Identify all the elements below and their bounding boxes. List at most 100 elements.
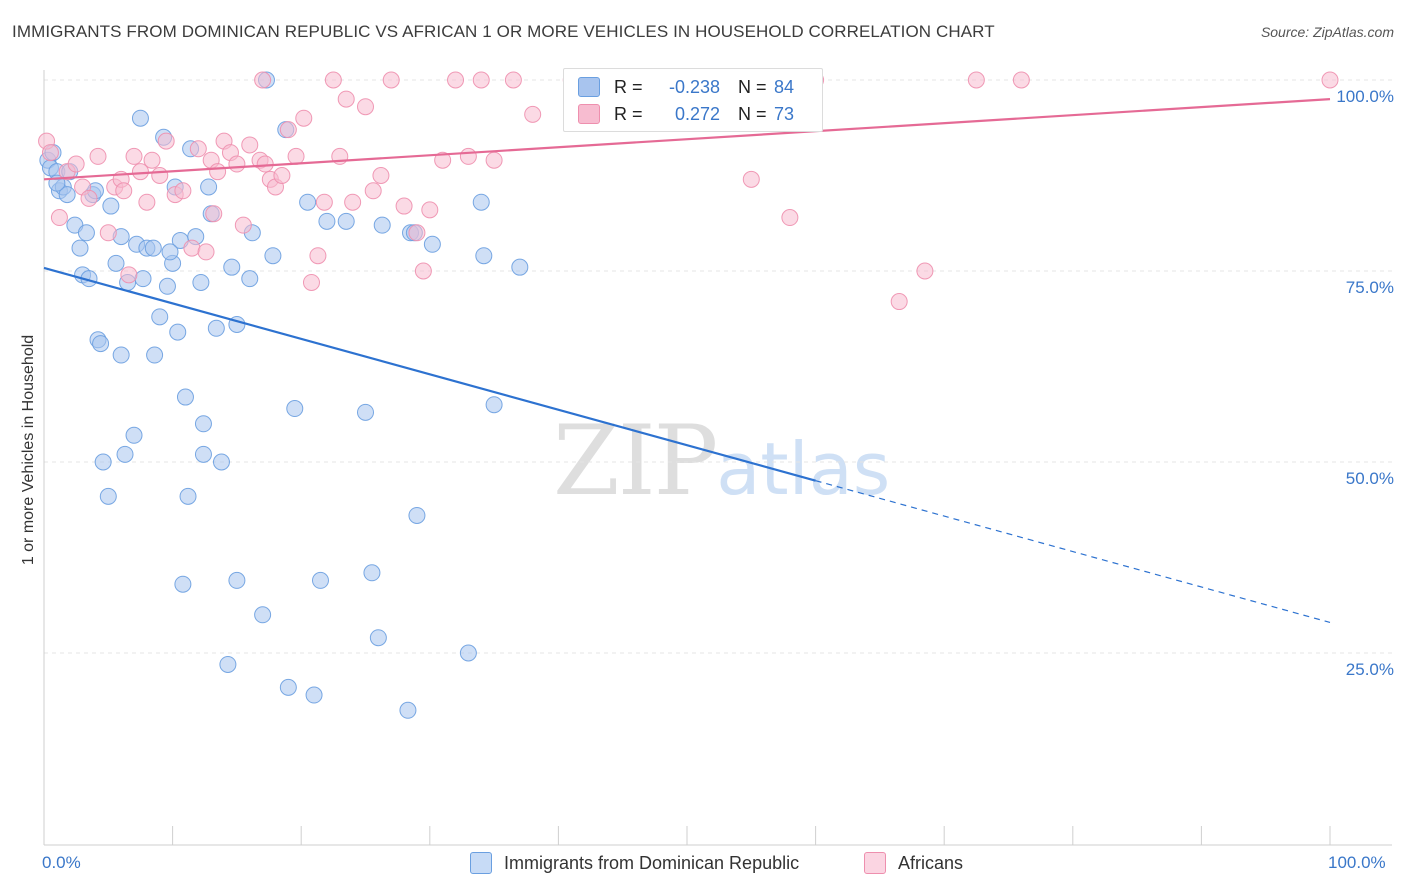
watermark: ZIPatlas [553, 405, 890, 517]
series-legend: Immigrants from Dominican Republic Afric… [0, 852, 1406, 878]
dominican-point [408, 506, 426, 524]
dominican-point [279, 678, 297, 696]
africans-point [742, 170, 760, 188]
africans-point [174, 182, 192, 200]
dominican-point [169, 323, 187, 341]
dominican-point [131, 109, 149, 127]
africans-point [344, 193, 362, 211]
x-tick-label-min: 0.0% [42, 853, 81, 872]
africans-point [916, 262, 934, 280]
correlation-legend: R = -0.238 N = 84 R = 0.272 N = 73 [563, 68, 823, 132]
africans-point [189, 140, 207, 158]
dominican-trend-line-extension [815, 480, 1331, 624]
africans-point [315, 193, 333, 211]
africans-point [279, 121, 297, 139]
dominican-point [399, 701, 417, 719]
dominican-point [158, 277, 176, 295]
africans-point [302, 273, 320, 291]
africans-point [504, 71, 522, 89]
chart-title: IMMIGRANTS FROM DOMINICAN REPUBLIC VS AF… [12, 22, 995, 41]
dominican-point [475, 247, 493, 265]
africans-point [1012, 71, 1030, 89]
africans-point [67, 155, 85, 173]
dominican-point [146, 346, 164, 364]
chart-source: Source: ZipAtlas.com [1260, 24, 1394, 40]
africans-point [287, 147, 305, 165]
series-legend-item-africans[interactable]: Africans [864, 852, 963, 874]
dominican-point [254, 606, 272, 624]
africans-point [447, 71, 465, 89]
dominican-point [77, 224, 95, 242]
dominican-point [337, 212, 355, 230]
dominican-point [369, 629, 387, 647]
dominican-point [112, 346, 130, 364]
dominican-point [144, 239, 162, 257]
dominican-point [241, 270, 259, 288]
series-legend-label: Africans [898, 852, 964, 873]
africans-point [99, 224, 117, 242]
dominican-point [286, 400, 304, 418]
dominican-point [305, 686, 323, 704]
series-legend-label: Immigrants from Dominican Republic [504, 852, 800, 873]
dominican-point [134, 270, 152, 288]
dominican-point [176, 388, 194, 406]
africans-point [1321, 71, 1339, 89]
africans-point [273, 167, 291, 184]
africans-point [408, 224, 426, 242]
watermark-atlas: atlas [716, 427, 891, 511]
africans-point [138, 193, 156, 211]
legend-swatch-dominican [578, 77, 600, 97]
dominican-point [192, 273, 210, 291]
dominican-point [151, 308, 169, 326]
dominican-point [94, 453, 112, 471]
legend-n-value: 84 [774, 76, 795, 97]
dominican-point [179, 487, 197, 505]
dominican-point [92, 335, 110, 353]
legend-r-value: -0.238 [668, 76, 720, 97]
dominican-trend-line [43, 266, 816, 482]
dominican-point [472, 193, 490, 211]
africans-point [41, 144, 59, 162]
dominican-point [102, 197, 120, 215]
africans-point [472, 71, 490, 89]
africans-point [459, 147, 477, 165]
watermark-zip: ZIP [553, 405, 718, 517]
africans-point [364, 182, 382, 200]
africans-point [125, 147, 143, 165]
africans-point [524, 105, 542, 123]
africans-point [295, 109, 313, 127]
dominican-point [264, 247, 282, 265]
y-tick-label-50: 50.0% [1345, 469, 1394, 488]
dominican-point [511, 258, 529, 276]
africans-point [414, 262, 432, 280]
africans-point [395, 197, 413, 215]
dominican-point [357, 403, 374, 421]
dominican-point [299, 193, 317, 211]
africans-point [115, 182, 133, 200]
africans-point [256, 155, 274, 173]
legend-r-label: R = [614, 76, 643, 97]
africans-point [421, 201, 439, 219]
dominican-point [116, 445, 134, 463]
x-tick-label-max: 100.0% [1328, 853, 1386, 872]
africans-point [157, 132, 175, 150]
dominican-point [200, 178, 218, 196]
dominican-point [459, 644, 477, 662]
africans-point [337, 90, 355, 108]
africans-point [89, 147, 107, 165]
africans-trend-line [43, 98, 1331, 181]
africans-point [890, 293, 908, 311]
legend-n-label: N = [738, 103, 767, 124]
africans-point [183, 239, 201, 257]
dominican-point [373, 216, 391, 234]
africans-point [241, 136, 259, 154]
legend-r-label: R = [614, 103, 643, 124]
dominican-point [212, 453, 230, 471]
africans-point [254, 71, 272, 89]
series-legend-item-dominican[interactable]: Immigrants from Dominican Republic [470, 852, 799, 874]
africans-point [120, 266, 138, 284]
africans-point [131, 163, 149, 181]
dominican-point [194, 445, 212, 463]
y-axis-label: 1 or more Vehicles in Household [20, 334, 37, 566]
